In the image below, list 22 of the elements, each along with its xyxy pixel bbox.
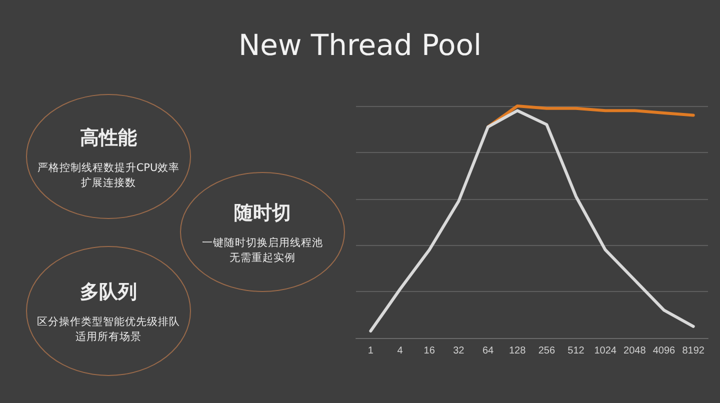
x-tick-label: 1 bbox=[368, 346, 374, 356]
text: 适用所有场景 bbox=[74, 330, 142, 345]
x-tick-label: 512 bbox=[568, 346, 585, 356]
text: 扩展连接数 bbox=[80, 176, 137, 190]
x-tick-label: 16 bbox=[424, 346, 436, 356]
x-tick-label: 1024 bbox=[594, 346, 617, 356]
x-tick-label: 128 bbox=[508, 346, 526, 356]
x-tick-label: 2048 bbox=[624, 346, 646, 356]
x-tick-label: 32 bbox=[453, 346, 465, 356]
text: 一键随时切换启用线程池 bbox=[201, 236, 324, 251]
x-tick-label: 4 bbox=[397, 346, 404, 356]
x-tick-label: 8192 bbox=[682, 346, 705, 356]
x-tick-label: 256 bbox=[538, 346, 556, 356]
text: 随时切 bbox=[233, 201, 292, 226]
text: 多队列 bbox=[79, 280, 138, 305]
chart-title: New Thread Pool bbox=[237, 28, 483, 62]
text: 高性能 bbox=[79, 126, 138, 150]
x-tick-label: 4096 bbox=[652, 346, 676, 356]
text: 无需重起实例 bbox=[228, 251, 296, 266]
text: 区分操作类型智能优先级排队 bbox=[36, 315, 181, 330]
x-tick-label: 64 bbox=[482, 346, 494, 356]
text: 严格控制线程数提升CPU效率 bbox=[36, 160, 181, 176]
